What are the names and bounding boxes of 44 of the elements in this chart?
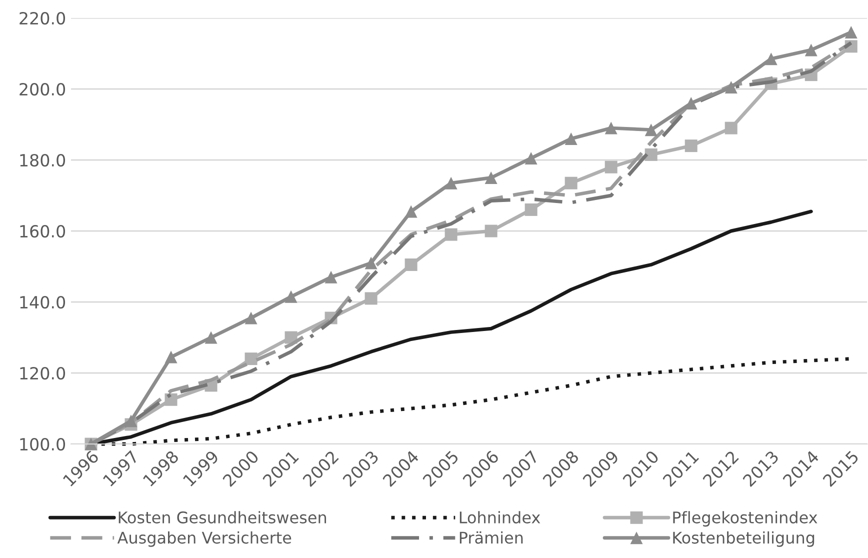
point bbox=[524, 152, 538, 164]
point bbox=[444, 228, 458, 241]
point bbox=[364, 292, 378, 305]
point bbox=[404, 205, 418, 218]
y-tick-label: 160.0 bbox=[20, 224, 66, 238]
point bbox=[724, 122, 738, 134]
point bbox=[284, 290, 298, 303]
point bbox=[844, 26, 858, 38]
point bbox=[164, 393, 178, 406]
point bbox=[444, 176, 458, 190]
legend-label: Kostenbeteiligung bbox=[673, 531, 814, 547]
y-tick-label: 140.0 bbox=[20, 296, 66, 309]
point bbox=[124, 414, 138, 428]
legend-label: Pflegekostenindex bbox=[673, 511, 818, 527]
y-tick-label: 100.0 bbox=[20, 438, 66, 451]
point bbox=[564, 176, 578, 190]
legend-label: Prämien bbox=[460, 531, 523, 544]
point bbox=[644, 124, 658, 136]
point bbox=[164, 350, 178, 364]
legend-label: Ausgaben Versicherte bbox=[117, 531, 292, 547]
point bbox=[604, 122, 618, 134]
legend-label: Kosten Gesundheitswesen bbox=[118, 511, 326, 524]
point bbox=[684, 96, 698, 110]
point bbox=[404, 258, 418, 271]
y-tick-label: 120.0 bbox=[20, 366, 66, 380]
point bbox=[604, 160, 618, 174]
point bbox=[204, 331, 218, 344]
point bbox=[524, 203, 538, 216]
y-tick-label: 200.0 bbox=[20, 82, 66, 96]
point bbox=[364, 256, 378, 270]
y-tick-label: 220.0 bbox=[20, 12, 66, 25]
point bbox=[564, 132, 578, 145]
point bbox=[484, 172, 498, 184]
point bbox=[244, 312, 258, 324]
point bbox=[324, 270, 338, 284]
point bbox=[484, 224, 498, 238]
point bbox=[244, 352, 258, 366]
point bbox=[804, 44, 818, 56]
legend-label: Lohnindex bbox=[460, 511, 540, 524]
point bbox=[724, 80, 738, 94]
point bbox=[684, 140, 698, 152]
point bbox=[764, 52, 778, 66]
y-tick-label: 180.0 bbox=[20, 154, 66, 167]
point bbox=[644, 148, 658, 161]
